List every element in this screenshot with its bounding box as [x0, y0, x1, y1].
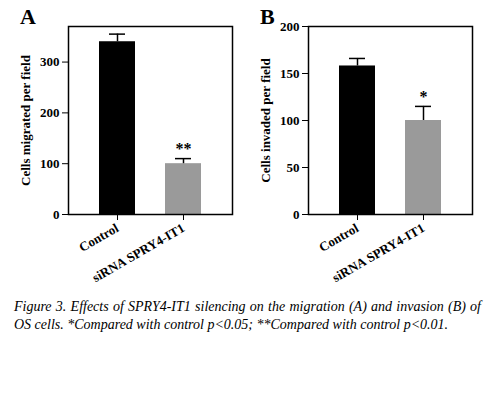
- html-text:Figure 3. Effects of SPRY4-IT1: Figure 3. Effects of SPRY4-IT1 silencing…: [14, 299, 481, 333]
- svg-text:100: 100: [280, 113, 300, 128]
- html-text:A: A: [20, 4, 36, 29]
- svg-text:Control: Control: [316, 220, 361, 255]
- svg-text:50: 50: [287, 160, 300, 175]
- svg-text:siRNA SPRY4-IT1: siRNA SPRY4-IT1: [330, 220, 427, 285]
- svg-text:Cells invaded per field: Cells invaded per field: [258, 58, 273, 183]
- html-text:B: B: [260, 4, 275, 29]
- svg-text:**: **: [176, 140, 192, 157]
- svg-text:150: 150: [280, 66, 300, 81]
- svg-text:Cells migrated per field: Cells migrated per field: [18, 54, 33, 186]
- svg-text:0: 0: [293, 207, 300, 222]
- svg-text:100: 100: [40, 156, 60, 171]
- svg-text:siRNA SPRY4-IT1: siRNA SPRY4-IT1: [90, 220, 187, 285]
- svg-text:200: 200: [40, 105, 60, 120]
- svg-text:300: 300: [40, 54, 60, 69]
- svg-text:0: 0: [53, 207, 60, 222]
- svg-text:200: 200: [280, 19, 300, 34]
- svg-text:*: *: [420, 88, 428, 105]
- svg-text:Control: Control: [76, 220, 121, 255]
